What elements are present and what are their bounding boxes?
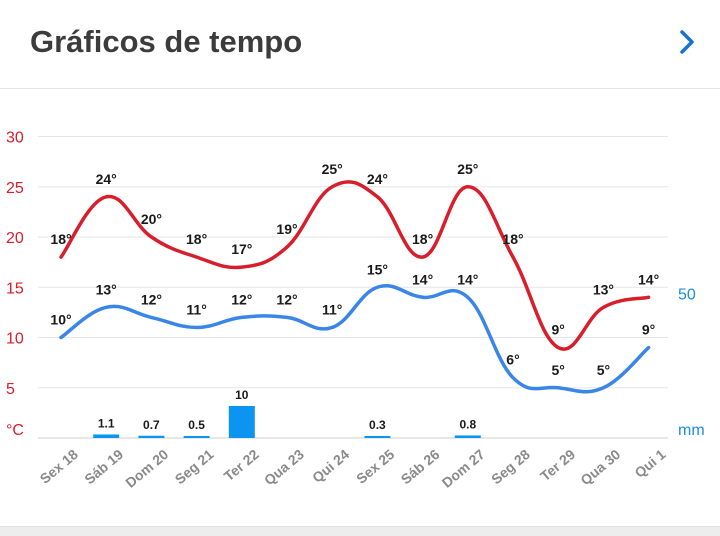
min-temp-label: 14° [457,271,478,287]
y-tick-label: 30 [6,130,24,147]
max-temp-label: 18° [186,231,207,247]
min-temp-label: 11° [186,301,206,317]
chart-header: Gráficos de tempo [0,0,720,89]
precip-bar [364,436,391,438]
x-tick-label: Ter 29 [537,446,578,484]
max-temp-line [59,180,651,351]
x-tick-label: Qui 1 [631,446,668,481]
min-temp-label: 5° [552,362,565,378]
min-temp-label: 5° [597,362,610,378]
x-tick-label: Dom 20 [122,446,171,491]
max-temp-label: 24° [96,171,117,187]
y2-unit-label: mm [678,422,705,439]
precip-bar [228,406,255,438]
x-tick-label: Qua 23 [261,446,307,488]
min-temp-label: 6° [506,352,519,368]
precip-bar [93,434,120,438]
min-temp-label: 10° [50,312,71,328]
precip-label: 1.1 [98,416,115,430]
max-temp-label: 17° [231,241,252,257]
precip-label: 0.3 [369,418,386,432]
max-temp-label: 19° [276,221,297,237]
min-temp-label: 11° [322,301,342,317]
max-temp-label: 18° [412,231,433,247]
x-tick-label: Dom 27 [439,446,488,491]
max-temp-label: 25° [322,161,343,177]
y-tick-label: 15 [6,280,24,297]
weather-chart: 30 25 20 15 10 5 °C 50 mm 1.1 0.7 0.5 10 0.3 0.8 10° 13°… [6,130,705,491]
max-temp-label: 18° [50,231,71,247]
x-tick-label: Sex 25 [353,446,397,487]
min-temp-label: 9° [642,322,655,338]
min-temp-label: 14° [412,271,433,287]
y-tick-label: 5 [6,381,15,398]
x-tick-label: Qua 30 [577,446,623,488]
bottom-divider [0,526,720,536]
max-temp-label: 14° [638,271,659,287]
x-tick-label: Sex 18 [37,446,81,487]
max-temp-label: 25° [457,161,478,177]
min-temp-line [59,284,651,394]
min-temp-label: 12° [231,291,252,307]
x-tick-label: Sáb 19 [81,446,126,487]
precip-label: 0.7 [143,418,160,432]
y-tick-label: 25 [6,180,24,197]
min-temp-label: 15° [367,261,388,277]
max-temp-label: 13° [593,281,614,297]
precip-label: 0.5 [188,418,205,432]
precip-bar [183,436,210,438]
y-tick-label: °C [6,422,24,439]
precip-bar [138,435,165,438]
max-temp-label: 20° [141,211,162,227]
x-tick-label: Seg 21 [172,446,217,487]
x-tick-label: Seg 28 [488,446,533,487]
max-temp-label: 24° [367,171,388,187]
x-tick-label: Qui 24 [309,446,352,486]
precip-bar [454,435,481,438]
min-temp-label: 13° [96,281,117,297]
max-temp-label: 18° [502,231,523,247]
chevron-right-icon[interactable] [674,28,700,56]
x-tick-label: Sáb 26 [398,446,443,487]
y-tick-label: 20 [6,230,24,247]
y-tick-label: 10 [6,331,24,348]
x-tick-label: Ter 22 [221,446,262,484]
precip-label: 0.8 [459,417,476,431]
max-temp-label: 9° [552,322,565,338]
precip-label: 10 [235,388,249,402]
page-title: Gráficos de tempo [30,24,303,59]
min-temp-label: 12° [141,291,162,307]
y2-tick-label: 50 [678,286,696,303]
min-temp-label: 12° [276,291,297,307]
